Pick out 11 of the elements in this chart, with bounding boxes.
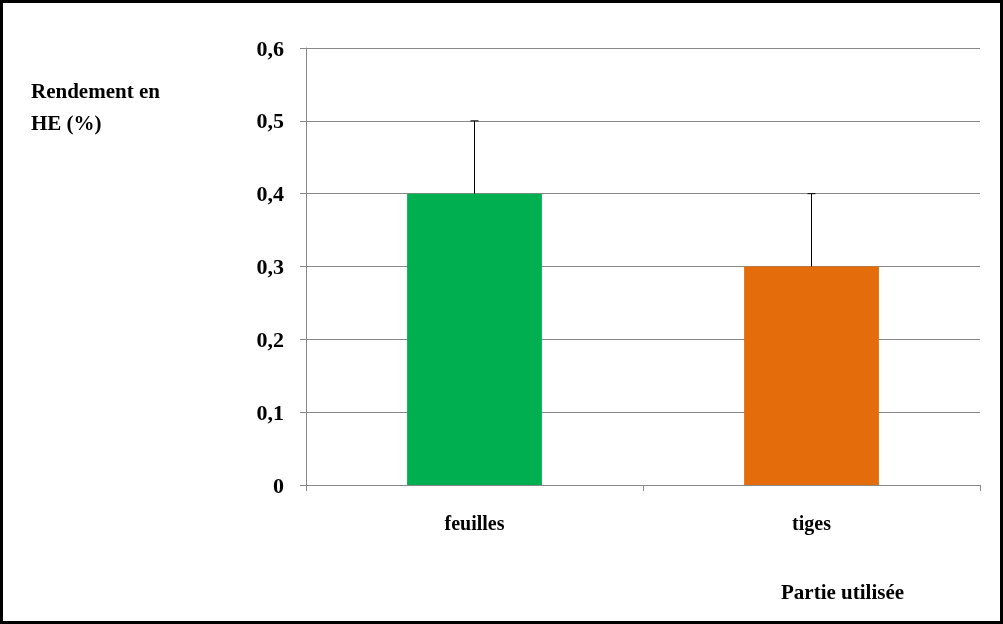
y-tick-label: 0,1 — [256, 399, 284, 425]
y-tick-label: 0,3 — [256, 254, 284, 279]
y-tick-label: 0,6 — [256, 35, 284, 61]
y-tick-label: 0,2 — [256, 326, 284, 352]
y-tick-label: 0,4 — [256, 181, 284, 207]
x-tick-label: feuilles — [444, 512, 505, 534]
y-tick-label: 0 — [273, 472, 284, 498]
y-axis-title: Rendement en HE (%) — [31, 79, 166, 135]
y-tick-label: 0,5 — [256, 108, 284, 134]
x-axis-title: Partie utilisée — [781, 579, 905, 604]
x-tick-label: tiges — [792, 512, 832, 535]
